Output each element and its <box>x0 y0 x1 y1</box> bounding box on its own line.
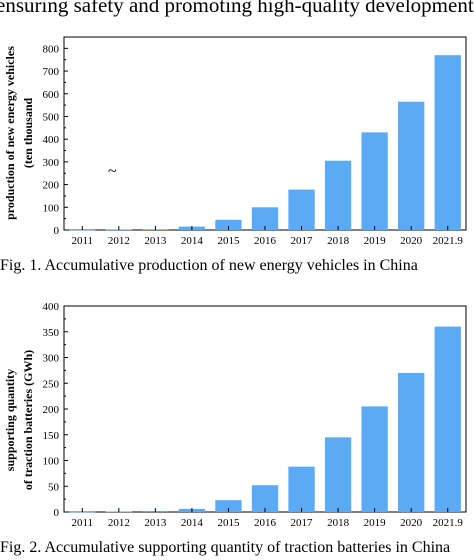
bar-1-2011 <box>69 229 96 231</box>
bar-1-2017 <box>288 189 315 230</box>
y-tick-label-1-5: 500 <box>43 111 60 123</box>
bar-2-2017 <box>288 466 315 512</box>
header-text: ensuring safety and promoting high-quali… <box>0 0 474 17</box>
x-tick-label-1-6: 2017 <box>291 235 314 247</box>
y-axis-label-2-line2: of traction batteries (GWh) <box>21 350 35 490</box>
x-tick-label-2-8: 2019 <box>364 517 387 529</box>
x-tick-label-1-10: 2021.9 <box>433 235 464 247</box>
bar-1-2018 <box>324 160 352 230</box>
x-tick-label-1-0: 2011 <box>71 235 93 247</box>
y-tick-label-2-5: 250 <box>43 378 60 390</box>
x-tick-label-1-8: 2019 <box>364 235 387 247</box>
y-axis-label-2-line1: supporting quantity <box>3 369 17 471</box>
x-tick-label-2-1: 2012 <box>108 517 130 529</box>
x-tick-label-2-4: 2015 <box>217 517 240 529</box>
x-tick-label-2-10: 2021.9 <box>433 517 464 529</box>
bar-1-2020 <box>398 101 425 230</box>
figure-caption-2: Fig. 2. Accumulative supporting quantity… <box>0 539 451 556</box>
bar-2-2015 <box>215 500 242 512</box>
y-axis-label-1-line2: (ten thousand <box>21 98 35 169</box>
y-tick-label-1-8: 800 <box>43 43 60 55</box>
y-tick-label-2-8: 400 <box>43 301 60 313</box>
y-tick-label-2-0: 0 <box>54 507 60 519</box>
y-tick-label-2-1: 50 <box>48 481 60 493</box>
x-tick-label-2-0: 2011 <box>71 517 93 529</box>
x-tick-label-2-3: 2014 <box>181 517 204 529</box>
y-tick-label-1-0: 0 <box>54 225 60 237</box>
y-tick-label-2-6: 300 <box>43 353 60 365</box>
x-tick-label-2-2: 2013 <box>144 517 167 529</box>
x-tick-label-1-3: 2014 <box>181 235 204 247</box>
bar-1-2021.9 <box>434 55 461 231</box>
y-tick-label-2-2: 100 <box>43 456 60 468</box>
y-tick-label-1-1: 100 <box>43 202 60 214</box>
y-tick-label-2-7: 350 <box>43 327 60 339</box>
chart-annotation-mark: ~ <box>108 163 117 180</box>
x-tick-label-1-9: 2020 <box>400 235 423 247</box>
x-tick-label-1-5: 2016 <box>254 235 277 247</box>
y-axis-label-1-line1: production of new energy vehicles <box>3 46 17 220</box>
x-tick-label-1-2: 2013 <box>144 235 167 247</box>
y-tick-label-1-7: 700 <box>43 66 60 78</box>
bar-2-2021.9 <box>434 326 461 512</box>
x-tick-label-1-7: 2018 <box>327 235 350 247</box>
y-tick-label-2-4: 200 <box>43 404 60 416</box>
bar-2-2018 <box>324 437 352 512</box>
y-tick-label-1-2: 200 <box>43 180 60 192</box>
bar-2-2011 <box>69 511 96 513</box>
y-tick-label-1-6: 600 <box>43 89 60 101</box>
x-tick-label-2-9: 2020 <box>400 517 423 529</box>
bar-2-2016 <box>251 485 279 512</box>
y-tick-label-2-3: 150 <box>43 430 60 442</box>
x-tick-label-2-7: 2018 <box>327 517 350 529</box>
y-tick-label-1-3: 300 <box>43 157 60 169</box>
bar-2-2019 <box>361 406 388 512</box>
x-tick-label-1-1: 2012 <box>108 235 130 247</box>
x-tick-label-2-6: 2017 <box>291 517 314 529</box>
bar-2-2020 <box>398 372 425 512</box>
bar-1-2016 <box>251 207 279 230</box>
x-tick-label-2-5: 2016 <box>254 517 277 529</box>
x-tick-label-1-4: 2015 <box>217 235 240 247</box>
bar-1-2015 <box>215 219 242 230</box>
bar-1-2019 <box>361 132 388 230</box>
figure-caption-1: Fig. 1. Accumulative production of new e… <box>0 257 418 274</box>
y-tick-label-1-4: 400 <box>43 134 60 146</box>
